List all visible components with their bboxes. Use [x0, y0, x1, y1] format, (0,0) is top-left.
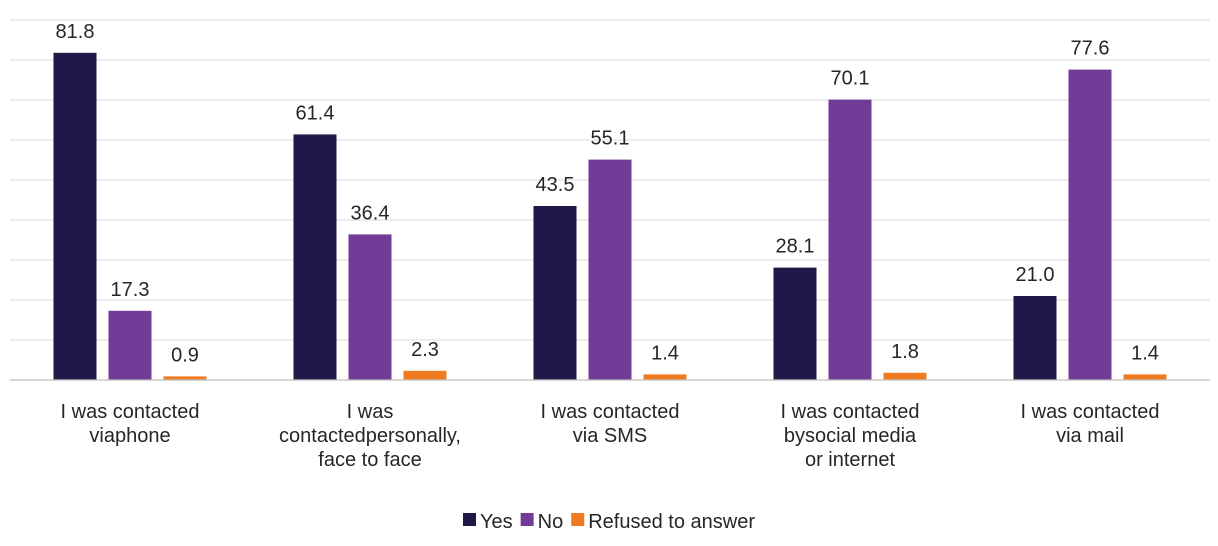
bar-yes [53, 52, 97, 381]
category-label: I was contacted viaphone [61, 401, 200, 447]
bars [53, 52, 1167, 381]
bar-refused-to-answer [163, 376, 207, 380]
category-label: I was contactedpersonally, face to face [279, 401, 461, 471]
bar-refused-to-answer [1123, 374, 1167, 380]
data-label: 77.6 [1071, 38, 1110, 60]
data-label: 0.9 [171, 344, 199, 366]
legend: Yes No Refused to answer [463, 511, 755, 533]
data-label: 1.4 [651, 342, 679, 364]
bar-yes [293, 134, 337, 380]
legend-swatch-no [520, 513, 534, 526]
bar-no [1068, 69, 1112, 380]
category-labels: I was contacted viaphone I was contactedper… [61, 401, 1160, 471]
data-label: 36.4 [351, 202, 390, 224]
data-label: 1.8 [891, 341, 919, 363]
data-label: 1.4 [1131, 342, 1159, 364]
category-label: I was contacted via SMS [541, 401, 680, 447]
bar-yes [1013, 296, 1057, 380]
legend-label: No [538, 511, 564, 533]
data-label: 2.3 [411, 339, 439, 361]
bar-yes [773, 267, 817, 380]
data-label: 61.4 [296, 102, 335, 124]
bar-no [828, 99, 872, 380]
data-label: 81.8 [56, 21, 95, 43]
data-labels: 81.8 61.4 43.5 28.1 21.0 17.3 36.4 55.1 70.1 77.6… [56, 21, 1159, 367]
bar-no [108, 310, 152, 380]
legend-label: Refused to answer [588, 511, 755, 533]
data-label: 43.5 [536, 174, 575, 196]
data-label: 17.3 [111, 279, 150, 301]
data-label: 70.1 [831, 68, 870, 90]
category-label: I was contacted bysocial media or internet [781, 401, 920, 471]
legend-swatch-refused-to-answer [571, 513, 585, 526]
bar-refused-to-answer [643, 374, 687, 380]
bar-no [348, 234, 392, 380]
data-label: 28.1 [776, 236, 815, 258]
legend-swatch-yes [463, 513, 477, 526]
data-label: 55.1 [591, 128, 630, 150]
bar-refused-to-answer [883, 372, 927, 380]
legend-label: Yes [480, 511, 513, 533]
bar-no [588, 159, 632, 380]
data-label: 21.0 [1016, 264, 1055, 286]
bar-yes [533, 206, 577, 380]
bar-refused-to-answer [403, 370, 447, 380]
category-label: I was contacted via mail [1021, 401, 1160, 447]
